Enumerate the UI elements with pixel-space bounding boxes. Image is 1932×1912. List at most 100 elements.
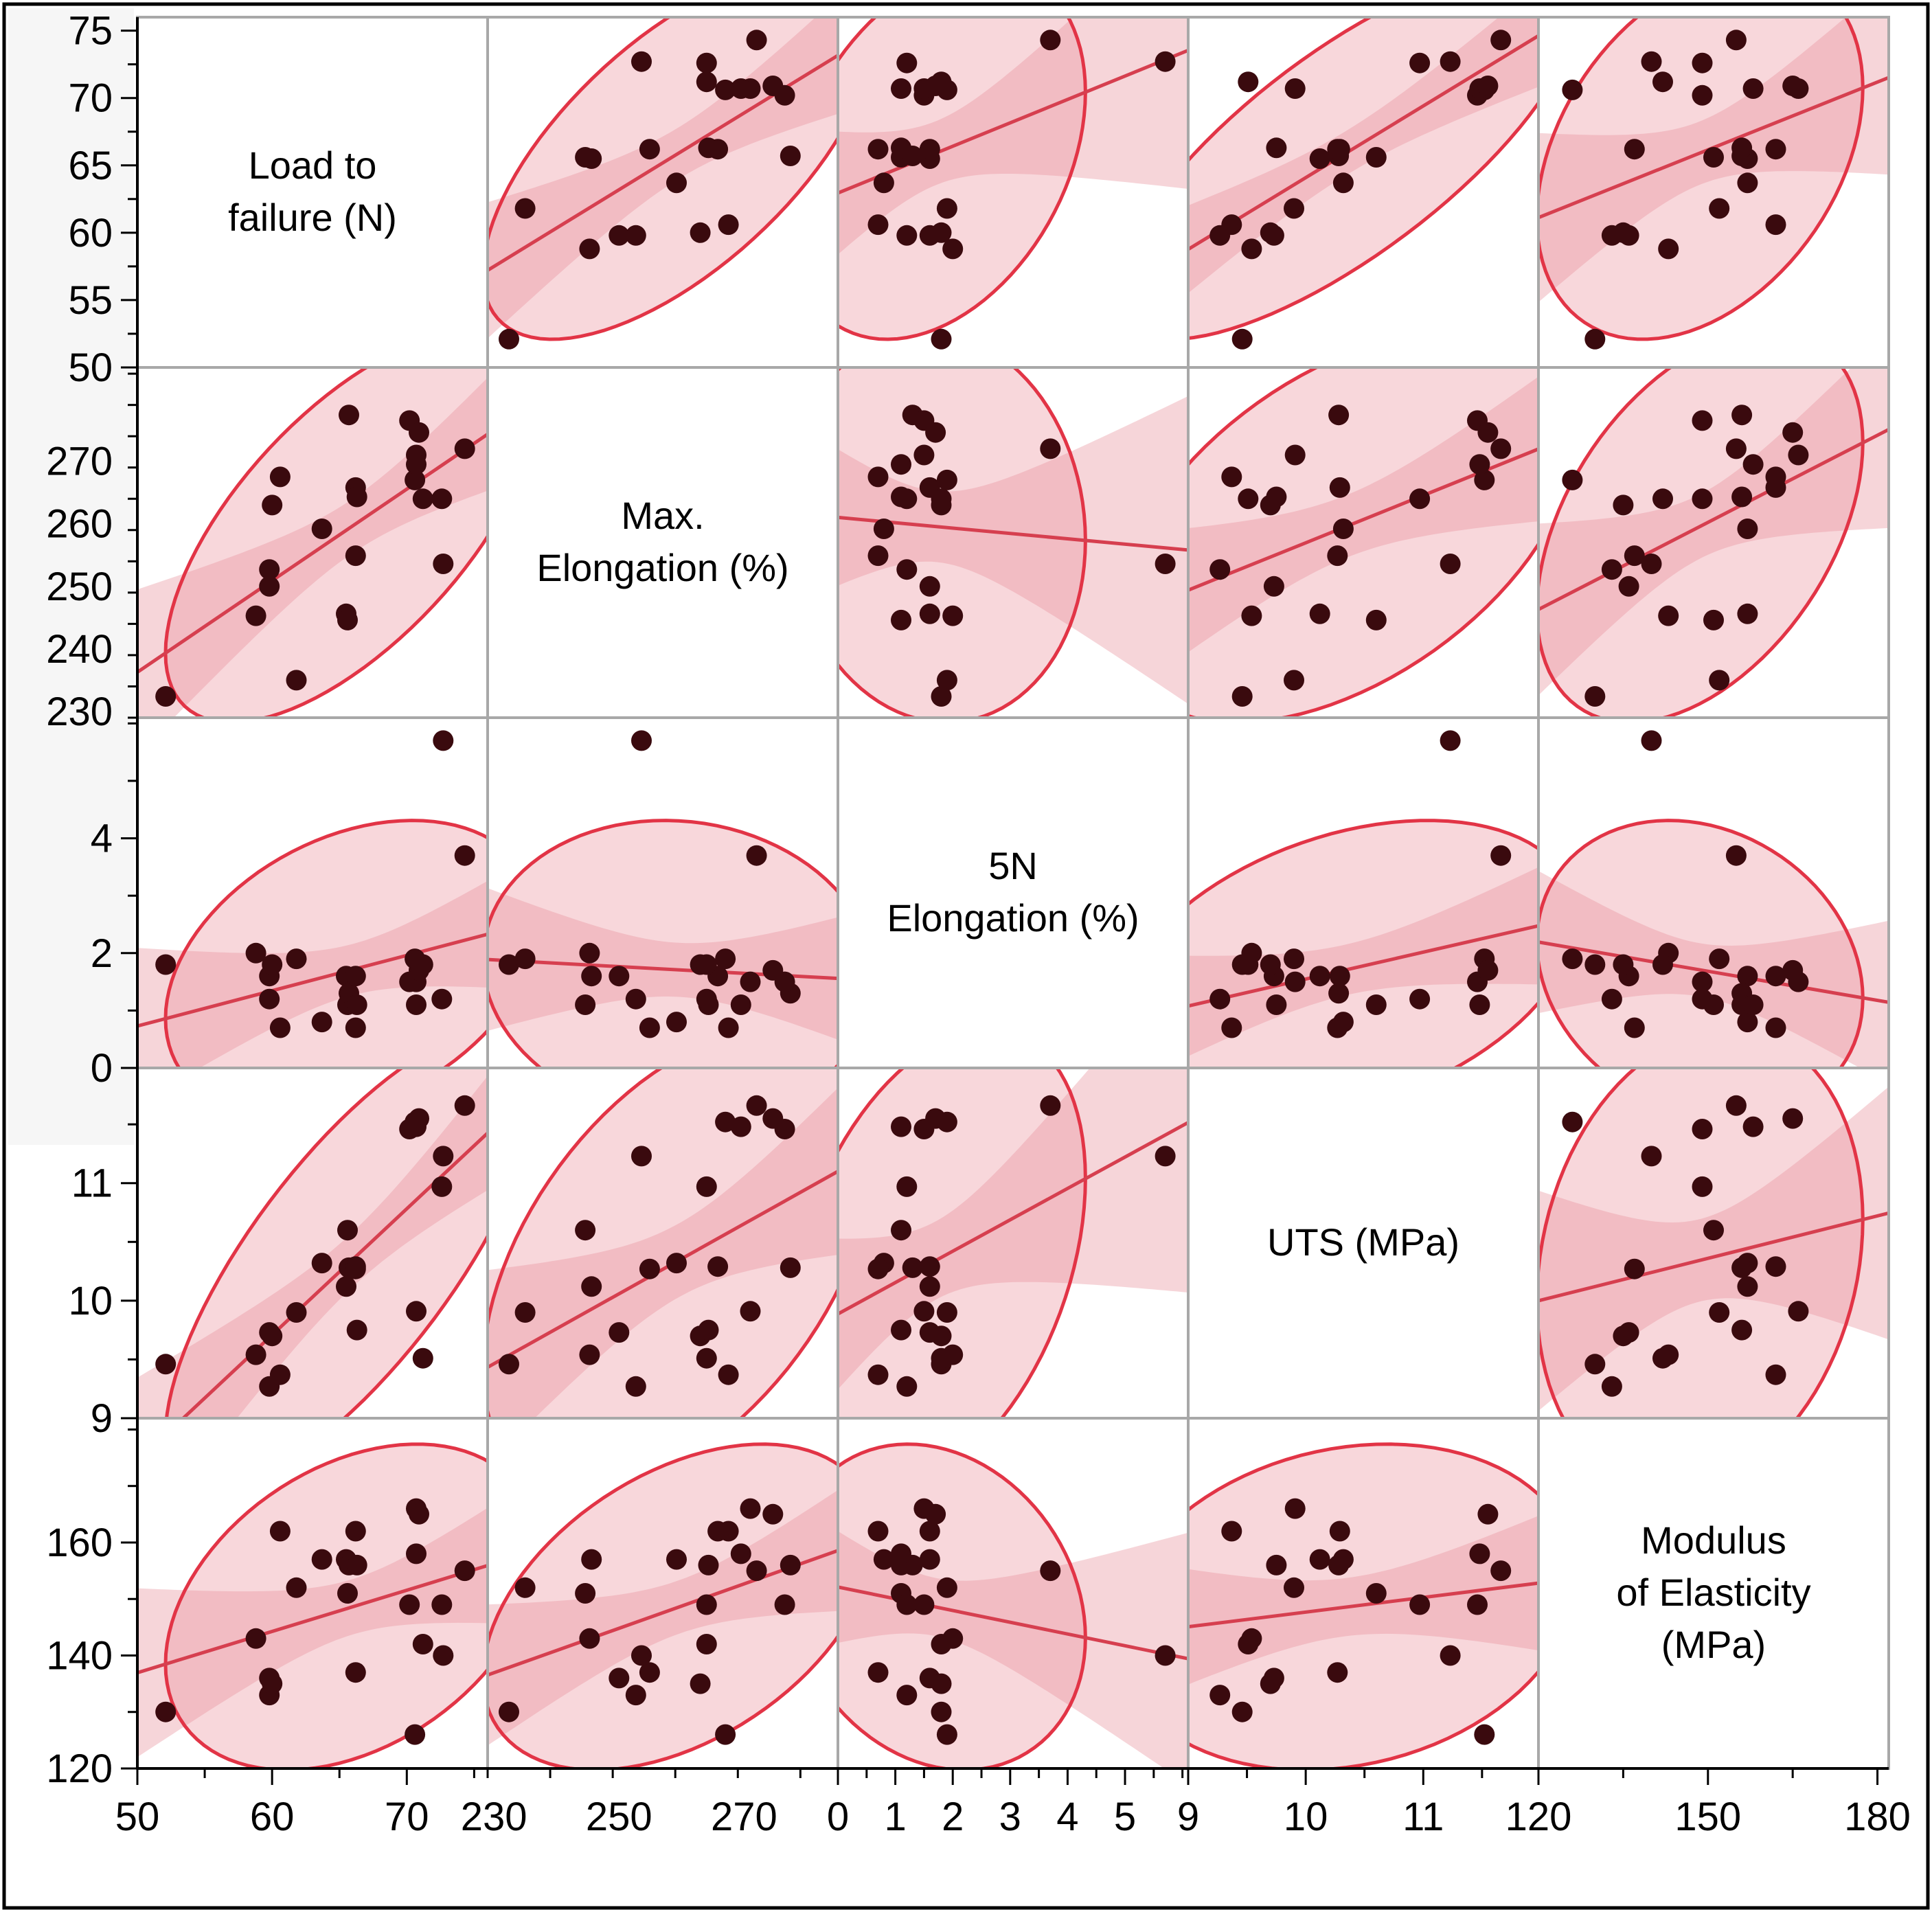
- data-point: [269, 1521, 291, 1542]
- x-tick-label: 10: [1284, 1795, 1328, 1839]
- data-point: [1231, 1701, 1253, 1722]
- data-point: [412, 1634, 433, 1654]
- data-point: [896, 1176, 918, 1197]
- data-point: [873, 172, 894, 194]
- data-point: [1765, 966, 1786, 987]
- cell-maxel-vs-el5n: [837, 366, 1190, 719]
- data-point: [896, 488, 918, 510]
- fit-line: [137, 1564, 488, 1674]
- y-tick-label: 70: [68, 76, 113, 121]
- data-point: [1703, 1220, 1724, 1241]
- cell-maxel-vs-maxel: Max. Elongation (%): [486, 366, 839, 719]
- data-point: [707, 1256, 729, 1277]
- data-point: [1440, 51, 1461, 72]
- data-point: [1467, 1594, 1488, 1615]
- data-point: [1365, 609, 1387, 630]
- y-tick-label: 230: [46, 690, 113, 734]
- x-tick-label: 1: [884, 1795, 906, 1839]
- data-point: [1409, 488, 1431, 510]
- density-ellipse: [1188, 367, 1538, 718]
- data-point: [715, 1111, 736, 1133]
- data-point: [707, 1521, 729, 1542]
- data-point: [1284, 198, 1304, 219]
- data-point: [891, 454, 911, 475]
- data-point: [409, 422, 429, 443]
- data-point: [1327, 545, 1348, 567]
- data-point: [1765, 1364, 1786, 1385]
- data-point: [575, 994, 596, 1015]
- x-tick-label: 3: [999, 1795, 1021, 1839]
- data-point: [1238, 488, 1259, 510]
- data-point: [1737, 172, 1758, 194]
- variable-label: (MPa): [1661, 1623, 1766, 1666]
- data-point: [1284, 670, 1304, 691]
- data-point: [1782, 1108, 1804, 1129]
- confidence-band: [838, 1068, 1188, 1389]
- confidence-band: [137, 1507, 488, 1757]
- data-point: [1040, 1560, 1061, 1582]
- data-point: [931, 1634, 952, 1654]
- data-point: [746, 30, 767, 51]
- cell-uts-vs-el5n: [837, 1067, 1190, 1420]
- y-tick-label: 0: [91, 1046, 113, 1091]
- data-point: [1409, 52, 1431, 73]
- data-point: [1332, 519, 1354, 539]
- x-tick-label: 0: [827, 1795, 849, 1839]
- data-point: [913, 1594, 935, 1615]
- data-point: [666, 1012, 687, 1033]
- x-tick-label: 180: [1844, 1795, 1911, 1839]
- fit-line: [1188, 1581, 1538, 1629]
- x-tick-label: 11: [1402, 1795, 1444, 1839]
- data-point: [1221, 214, 1242, 236]
- cell-uts-vs-maxel: [486, 1067, 839, 1420]
- data-point: [337, 1220, 358, 1241]
- data-point: [931, 222, 952, 243]
- x-tick-label: 50: [115, 1795, 160, 1839]
- data-point: [454, 1560, 475, 1582]
- data-point: [1641, 730, 1662, 751]
- data-point: [730, 994, 751, 1015]
- data-point: [1209, 1685, 1231, 1706]
- data-point: [1241, 238, 1262, 260]
- cell-mod-vs-load: [136, 1417, 489, 1770]
- data-point: [762, 76, 784, 96]
- data-point: [409, 1503, 429, 1525]
- data-point: [1742, 1116, 1764, 1137]
- data-point: [896, 559, 918, 580]
- data-point: [931, 71, 952, 93]
- y-tick-label: 50: [68, 345, 113, 390]
- density-ellipse: [1538, 367, 1863, 718]
- data-point: [942, 605, 964, 626]
- data-point: [609, 966, 630, 987]
- cell-mod-vs-maxel: [486, 1417, 839, 1770]
- data-point: [1731, 1257, 1753, 1278]
- data-point: [925, 1503, 946, 1525]
- fit-line: [1188, 924, 1538, 1008]
- data-point: [1241, 605, 1262, 626]
- data-point: [514, 948, 536, 970]
- data-point: [1409, 988, 1431, 1010]
- data-point: [666, 1549, 687, 1570]
- fit-line: [838, 1121, 1188, 1316]
- data-point: [625, 988, 646, 1010]
- data-point: [1731, 137, 1753, 159]
- data-point: [666, 1253, 687, 1274]
- data-point: [245, 1628, 266, 1649]
- data-point: [399, 1594, 420, 1615]
- data-point: [1221, 466, 1242, 488]
- density-ellipse-outline: [838, 17, 1087, 341]
- data-point: [936, 1577, 957, 1598]
- y-tick-label: 270: [46, 440, 113, 484]
- data-point: [936, 1302, 957, 1323]
- cell-background: [1538, 1418, 1889, 1768]
- data-point: [780, 146, 801, 166]
- cell-load-vs-maxel: [486, 16, 839, 369]
- data-point: [696, 1634, 717, 1654]
- density-ellipse-outline: [1538, 17, 1865, 341]
- data-point: [1737, 966, 1758, 987]
- cell-uts-vs-mod: [1537, 1067, 1890, 1420]
- data-point: [609, 1322, 630, 1343]
- data-point: [499, 328, 519, 350]
- data-point: [514, 1577, 536, 1598]
- data-point: [575, 1583, 596, 1604]
